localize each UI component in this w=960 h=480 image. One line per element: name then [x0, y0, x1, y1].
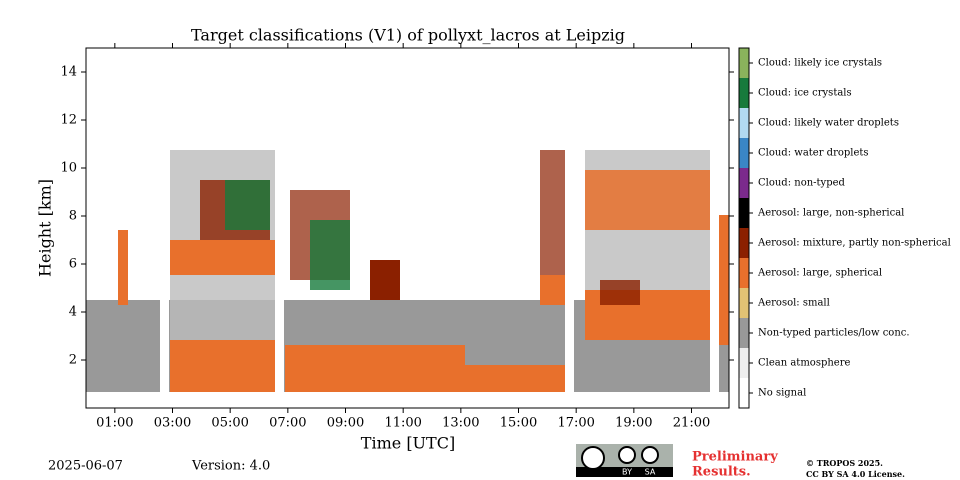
x-tick-label: 15:00 — [500, 416, 537, 431]
y-tick-label: 10 — [60, 161, 77, 176]
colorbar-label: Cloud: water droplets — [758, 148, 869, 159]
y-tick-label: 6 — [69, 257, 77, 272]
colorbar-cell — [739, 228, 749, 258]
colorbar-cell — [739, 48, 749, 78]
x-tick-label: 17:00 — [557, 416, 594, 431]
x-tick-label: 07:00 — [269, 416, 306, 431]
colorbar-cell — [739, 378, 749, 408]
colorbar-cell — [739, 168, 749, 198]
notice: Results. — [692, 465, 751, 480]
y-tick-label: 2 — [69, 353, 77, 368]
colorbar-label: Cloud: non-typed — [758, 178, 846, 189]
classification-image — [86, 48, 729, 408]
badge-sa: SA — [645, 468, 656, 477]
chart-title: Target classifications (V1) of pollyxt_l… — [191, 26, 625, 45]
colorbar-label: Aerosol: small — [757, 298, 830, 309]
version: Version: 4.0 — [191, 459, 270, 474]
x-tick-label: 13:00 — [442, 416, 479, 431]
colorbar-cell — [739, 108, 749, 138]
y-tick-label: 8 — [69, 209, 77, 224]
colorbar-frame — [738, 47, 750, 409]
colorbar-cell — [739, 138, 749, 168]
colorbar-label: Aerosol: large, spherical — [757, 268, 882, 279]
y-tick-label: 4 — [69, 305, 77, 320]
colorbar-label: Aerosol: large, non-spherical — [757, 208, 904, 219]
x-axis-label: Time [UTC] — [361, 434, 455, 453]
x-tick-label: 01:00 — [96, 416, 133, 431]
copyright: © TROPOS 2025. — [806, 458, 883, 468]
copyright: CC BY SA 4.0 License. — [806, 469, 905, 479]
notice: Preliminary — [692, 450, 778, 465]
x-tick-label: 11:00 — [384, 416, 421, 431]
x-tick-label: 21:00 — [673, 416, 710, 431]
colorbar-label: Non-typed particles/low conc. — [758, 328, 910, 339]
colorbar-label: Cloud: ice crystals — [758, 88, 852, 99]
y-tick-label: 14 — [60, 65, 77, 80]
colorbar-label: Clean atmosphere — [758, 358, 851, 369]
x-tick-label: 05:00 — [211, 416, 248, 431]
colorbar-label: No signal — [758, 388, 806, 399]
y-axis-label: Height [km] — [36, 179, 55, 277]
colorbar-cell — [739, 78, 749, 108]
colorbar-cell — [739, 288, 749, 318]
date: 2025-06-07 — [48, 459, 123, 474]
colorbar-label: Cloud: likely ice crystals — [758, 58, 882, 69]
colorbar-cell — [739, 318, 749, 348]
colorbar-cell — [739, 198, 749, 228]
license-badge: BY SA — [576, 444, 673, 477]
plot-frame — [85, 47, 730, 409]
colorbar-cell — [739, 258, 749, 288]
badge-by: BY — [622, 468, 632, 477]
colorbar-cell — [739, 348, 749, 378]
x-tick-label: 19:00 — [615, 416, 652, 431]
x-tick-label: 09:00 — [327, 416, 364, 431]
y-tick-label: 12 — [60, 113, 77, 128]
colorbar-label: Cloud: likely water droplets — [758, 118, 899, 129]
colorbar-label: Aerosol: mixture, partly non-spherical — [757, 238, 951, 249]
x-tick-label: 03:00 — [154, 416, 191, 431]
